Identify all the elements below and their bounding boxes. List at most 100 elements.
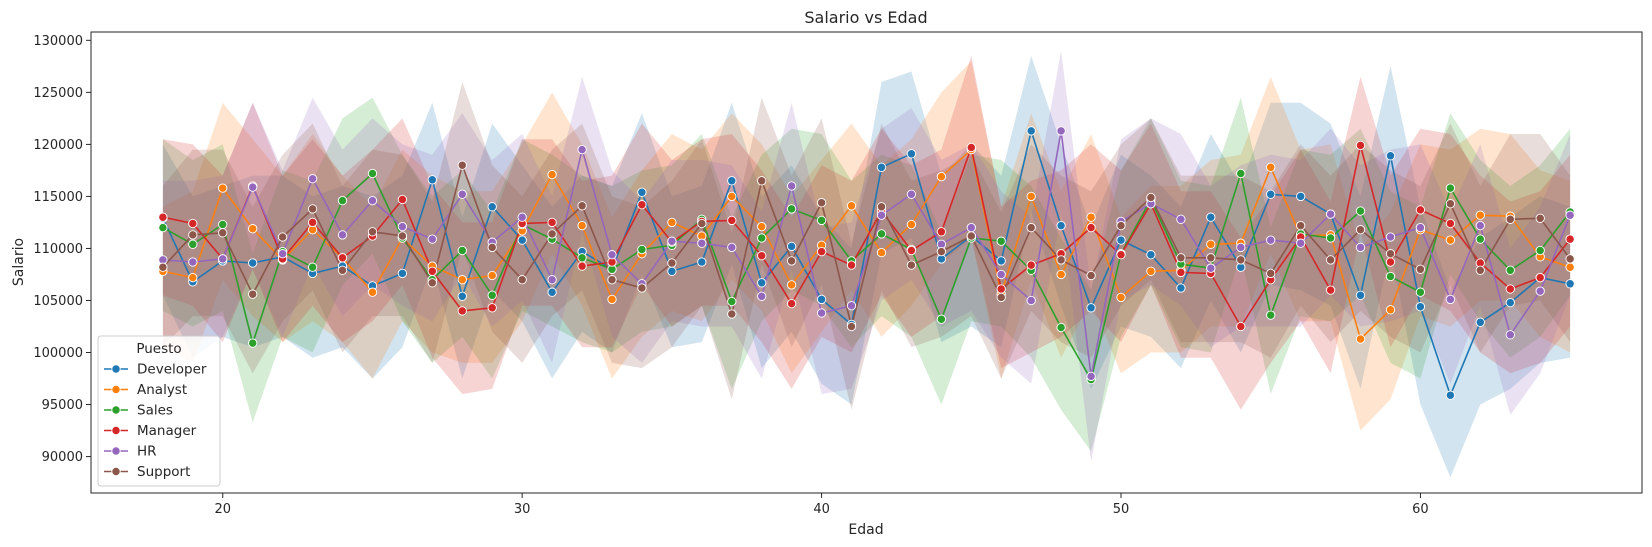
point-support — [547, 229, 557, 239]
point-hr — [517, 212, 527, 222]
point-sales — [1535, 245, 1545, 256]
y-tick-label: 110000 — [33, 242, 83, 257]
point-manager — [637, 200, 647, 210]
point-support — [277, 232, 288, 242]
line-support — [162, 162, 1571, 327]
point-sales — [337, 195, 348, 206]
point-sales — [1505, 265, 1515, 275]
point-developer — [996, 256, 1006, 266]
point-hr — [277, 249, 288, 259]
y-tick-label: 130000 — [33, 34, 83, 49]
point-analyst — [757, 221, 767, 232]
point-support — [1026, 222, 1036, 233]
point-sales — [307, 262, 318, 272]
point-sales — [936, 314, 947, 324]
point-support — [1415, 264, 1426, 274]
point-support — [397, 231, 408, 241]
point-analyst — [188, 272, 198, 283]
point-hr — [367, 195, 378, 206]
point-manager — [1325, 285, 1336, 295]
point-hr — [1535, 286, 1545, 296]
y-tick-label: 105000 — [33, 294, 83, 309]
point-support — [996, 292, 1006, 303]
point-analyst — [876, 247, 887, 258]
point-hr — [397, 221, 408, 232]
x-tick-label: 60 — [1412, 502, 1429, 517]
point-analyst — [727, 191, 737, 202]
point-developer — [1415, 302, 1426, 312]
point-developer — [427, 175, 437, 185]
point-manager — [757, 251, 767, 261]
point-support — [1475, 265, 1485, 275]
legend-item-analyst: Analyst — [104, 382, 187, 398]
point-developer — [757, 278, 767, 288]
point-analyst — [906, 219, 917, 230]
point-manager — [547, 217, 557, 228]
point-hr — [667, 236, 677, 246]
point-analyst — [846, 201, 857, 211]
point-support — [218, 228, 228, 238]
point-manager — [906, 245, 917, 256]
y-tick-label: 90000 — [42, 450, 83, 465]
point-support — [906, 260, 917, 270]
point-developer — [1475, 317, 1485, 327]
point-developer — [876, 162, 887, 172]
legend-box — [97, 335, 221, 487]
point-hr — [1445, 294, 1456, 305]
point-analyst — [1026, 191, 1036, 202]
point-hr — [427, 234, 437, 244]
point-sales — [816, 215, 827, 226]
point-analyst — [457, 275, 467, 285]
point-hr — [1026, 295, 1036, 306]
point-support — [1445, 199, 1456, 209]
point-manager — [1505, 284, 1515, 294]
point-developer — [1296, 191, 1306, 202]
legend-marker-sales — [111, 405, 121, 415]
legend-label-hr: HR — [137, 444, 157, 460]
point-developer — [1176, 283, 1186, 293]
point-developer — [1445, 390, 1456, 400]
point-hr — [727, 242, 737, 253]
point-hr — [188, 257, 198, 267]
line-hr — [162, 130, 1571, 377]
legend-item-manager: Manager — [104, 423, 197, 439]
point-manager — [966, 142, 976, 153]
y-tick-label: 100000 — [33, 346, 83, 361]
point-support — [1236, 255, 1246, 265]
y-axis-label: Salario — [11, 238, 27, 286]
point-support — [786, 256, 797, 266]
x-axis-ticks: 20 30 40 50 60 — [214, 493, 1429, 517]
point-hr — [757, 291, 767, 301]
point-support — [1355, 225, 1366, 235]
point-support — [517, 275, 527, 285]
point-support — [816, 198, 827, 208]
point-analyst — [547, 169, 557, 180]
point-manager — [1116, 250, 1126, 260]
point-hr — [307, 174, 318, 184]
point-manager — [337, 253, 348, 263]
legend-marker-support — [111, 466, 121, 477]
point-hr — [337, 230, 348, 240]
point-hr — [607, 250, 617, 260]
point-analyst — [577, 220, 587, 231]
point-hr — [1385, 232, 1396, 242]
point-developer — [1505, 297, 1515, 308]
point-manager — [1415, 205, 1426, 215]
y-tick-label: 115000 — [33, 190, 83, 205]
point-developer — [727, 176, 737, 186]
line-manager — [162, 144, 1571, 329]
point-manager — [1086, 222, 1096, 233]
point-manager — [1236, 321, 1246, 332]
point-developer — [397, 268, 408, 279]
point-sales — [457, 245, 467, 256]
point-sales — [996, 236, 1006, 246]
point-analyst — [1565, 262, 1575, 272]
x-tick-label: 20 — [214, 502, 231, 517]
point-hr — [547, 275, 557, 285]
point-manager — [1385, 257, 1396, 267]
point-support — [188, 230, 198, 240]
point-manager — [1026, 260, 1036, 270]
point-developer — [1355, 290, 1366, 300]
point-hr — [1505, 330, 1515, 340]
point-support — [1266, 268, 1276, 279]
